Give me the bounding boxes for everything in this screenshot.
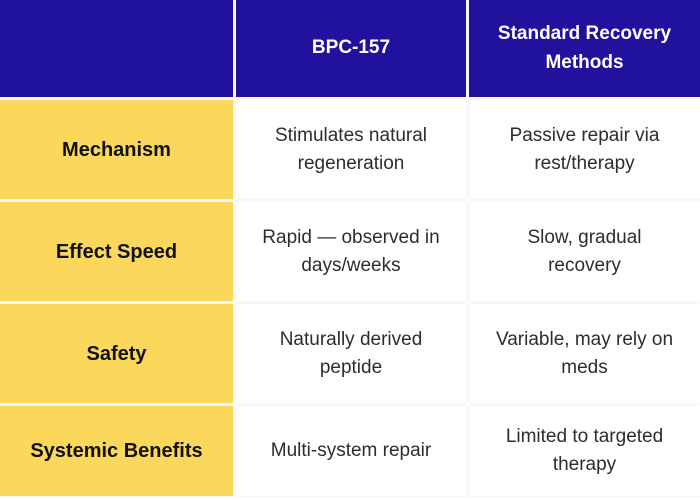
row-label-systemic-benefits: Systemic Benefits [0, 406, 233, 496]
cell-mechanism-bpc157: Stimulates natural regeneration [236, 100, 466, 199]
cell-systemic-benefits-bpc157: Multi-system repair [236, 406, 466, 496]
cell-safety-bpc157: Naturally derived peptide [236, 304, 466, 403]
cell-effect-speed-standard: Slow, gradual recovery [469, 202, 700, 301]
row-label-mechanism: Mechanism [0, 100, 233, 199]
row-label-safety: Safety [0, 304, 233, 403]
header-cell-standard-recovery: Standard Recovery Methods [469, 0, 700, 97]
cell-safety-standard: Variable, may rely on meds [469, 304, 700, 403]
header-cell-empty [0, 0, 233, 97]
cell-mechanism-standard: Passive repair via rest/therapy [469, 100, 700, 199]
cell-effect-speed-bpc157: Rapid — observed in days/weeks [236, 202, 466, 301]
cell-systemic-benefits-standard: Limited to targeted therapy [469, 406, 700, 496]
row-label-effect-speed: Effect Speed [0, 202, 233, 301]
header-cell-bpc157: BPC-157 [236, 0, 466, 97]
